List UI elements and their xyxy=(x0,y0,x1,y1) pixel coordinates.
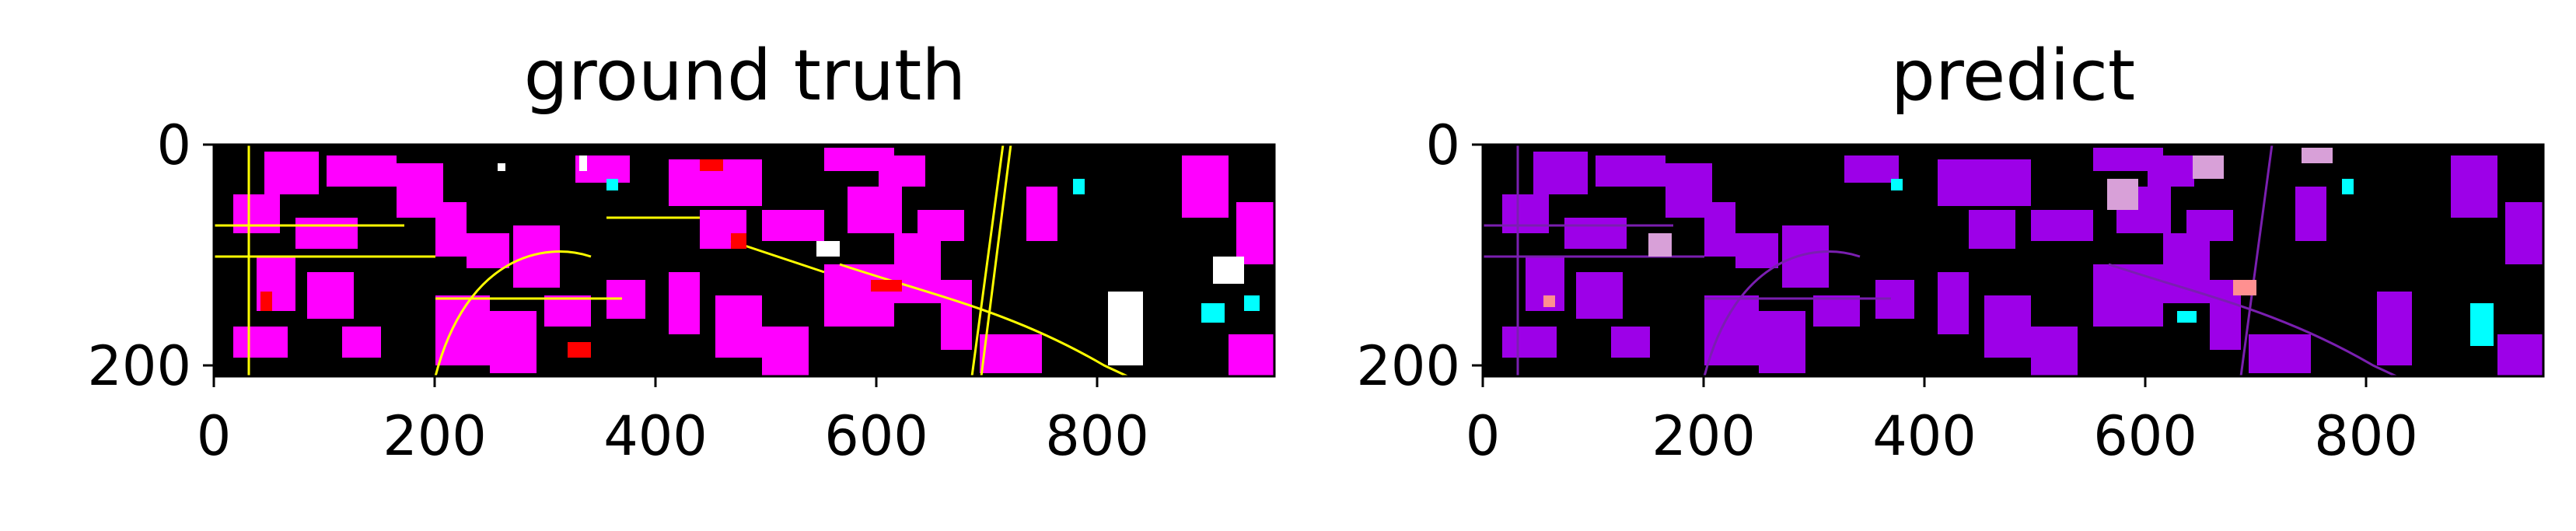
predict-xtick-label-0: 0 xyxy=(1466,404,1501,468)
predict-xtick-label-200: 200 xyxy=(1652,404,1756,468)
predict-xtick-label-400: 400 xyxy=(1872,404,1977,468)
ground-truth-heatmap-image xyxy=(214,144,1274,378)
ground-truth-axes: 0 200 400 600 800 0 200 xyxy=(87,114,1148,468)
ground-truth-xtick-label-400: 400 xyxy=(603,404,708,468)
ground-truth-xtick-label-200: 200 xyxy=(383,404,487,468)
ground-truth-xtick-label-0: 0 xyxy=(197,404,232,468)
ground-truth-xtick-label-800: 800 xyxy=(1045,404,1149,468)
predict-ytick-label-200: 200 xyxy=(1356,334,1460,398)
predict-title: predict xyxy=(1891,35,2135,117)
predict-axes: 0 200 400 600 800 0 200 xyxy=(1356,114,2417,468)
ground-truth-panel: ground truth xyxy=(87,35,1276,468)
ground-truth-xtick-label-600: 600 xyxy=(824,404,928,468)
ground-truth-ytick-label-200: 200 xyxy=(87,334,191,398)
predict-axes-frame xyxy=(1481,143,2545,378)
ground-truth-axes-frame xyxy=(212,143,1276,378)
ground-truth-title: ground truth xyxy=(524,35,966,117)
ground-truth-ytick-label-0: 0 xyxy=(156,114,191,177)
predict-panel: predict xyxy=(1356,35,2545,468)
predict-xtick-label-800: 800 xyxy=(2314,404,2418,468)
predict-heatmap-image xyxy=(1483,144,2543,378)
predict-xtick-label-600: 600 xyxy=(2093,404,2197,468)
predict-ytick-label-0: 0 xyxy=(1425,114,1460,177)
